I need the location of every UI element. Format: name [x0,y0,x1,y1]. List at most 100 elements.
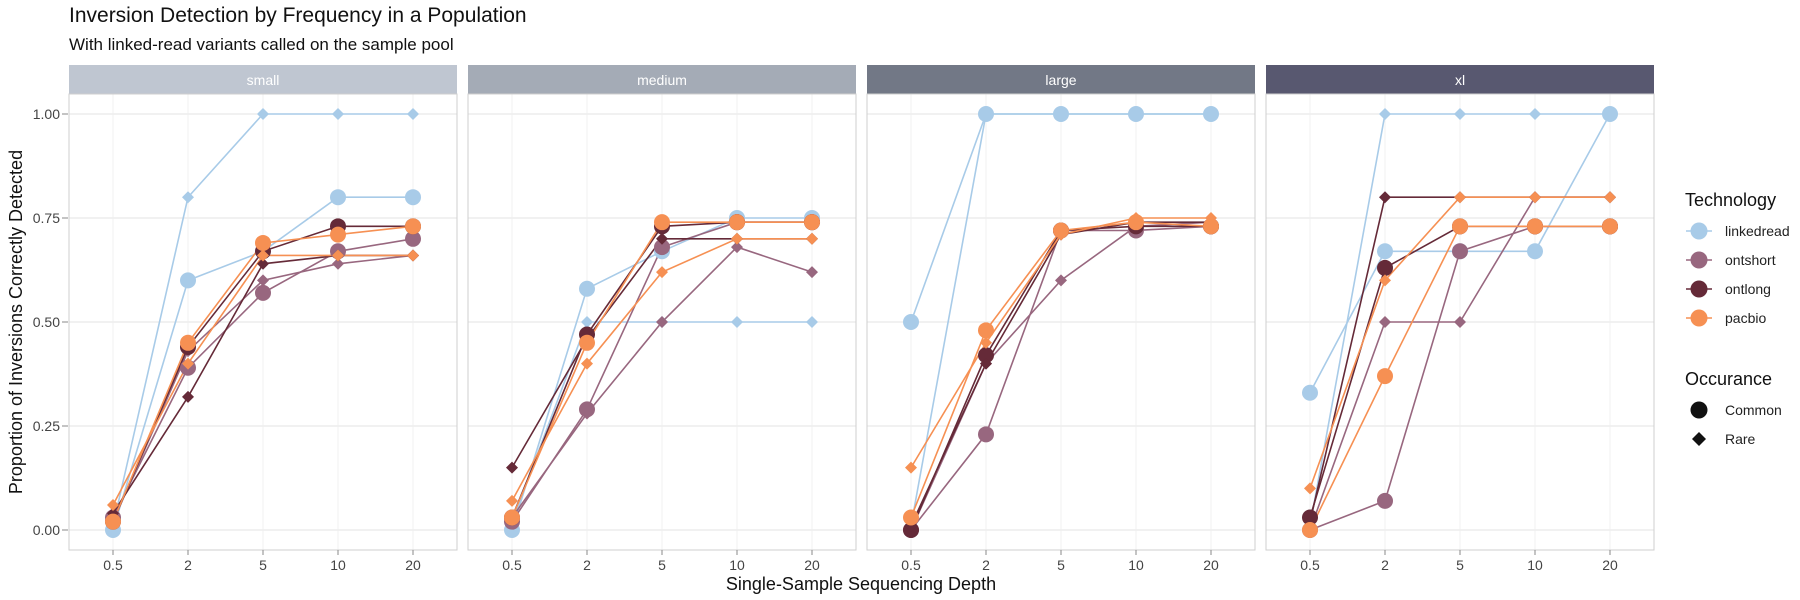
point-linkedread-common [330,189,346,206]
point-pacbio-rare [1379,274,1391,287]
point-pacbio-common [1452,218,1468,235]
point-linkedread-rare [1604,108,1616,120]
point-pacbio-rare [905,461,917,474]
point-linkedread-rare [332,108,344,120]
legend-item-label: Rare [1725,431,1756,447]
point-ontshort-rare [1379,316,1391,328]
facet-panel-xl: xl 0.5 2 5 10 20 [1265,65,1655,573]
point-linkedread-rare [1379,108,1391,120]
point-ontshort-rare [731,241,743,254]
facet-panel-medium: medium 0.5 2 5 10 20 [467,65,857,573]
x-tick-label: 20 [804,557,820,573]
point-pacbio-common [978,322,994,339]
point-linkedread-rare [1529,108,1541,120]
point-pacbio-common [330,226,346,243]
point-pacbio-rare [731,232,743,245]
x-tick-label: 20 [1602,557,1618,573]
x-tick-label: 0.5 [1300,557,1320,573]
point-ontlong-rare [656,232,668,245]
point-ontshort-common [405,230,421,247]
point-ontlong-common [1377,259,1393,276]
point-pacbio-common [180,334,196,351]
point-pacbio-common [1602,218,1618,235]
point-ontlong-rare [182,390,194,403]
point-pacbio-common [405,218,421,235]
point-ontshort-rare [656,316,668,328]
x-tick-label: 2 [184,557,192,573]
point-ontlong-rare [257,257,269,270]
x-tick-label: 20 [405,557,421,573]
chart-title: Inversion Detection by Frequency in a Po… [69,4,527,27]
point-linkedread-common [1377,243,1393,260]
x-tick-label: 5 [1456,557,1464,573]
point-ontshort-common [255,284,271,301]
point-ontlong-rare [980,357,992,370]
point-ontshort-rare [257,274,269,287]
y-axis-label: Proportion of Inversions Correctly Detec… [6,150,26,494]
point-ontlong-rare [1379,191,1391,204]
point-ontlong-common [978,347,994,364]
point-ontshort-rare [806,266,818,279]
x-tick-label: 0.5 [901,557,921,573]
point-linkedread-common [405,189,421,206]
point-pacbio-common [1302,522,1318,538]
legend-item-label: ontlong [1725,281,1771,297]
point-pacbio-common [579,334,595,351]
legend-key-point [1690,280,1708,298]
point-ontshort-rare [1454,316,1466,328]
legend-item-ontlong: ontlong [1686,280,1771,298]
point-pacbio-common [903,509,919,526]
legend-item-ontshort: ontshort [1686,251,1776,269]
point-pacbio-common [255,234,271,251]
point-pacbio-rare [107,499,119,512]
point-pacbio-common [729,214,745,231]
point-linkedread-rare [1130,108,1142,120]
x-tick-label: 10 [729,557,745,573]
chart-subtitle: With linked-read variants called on the … [69,35,454,54]
point-pacbio-rare [1604,191,1616,204]
point-pacbio-common [1527,218,1543,235]
point-ontshort-common [1452,243,1468,260]
point-linkedread-rare [182,191,194,204]
point-ontshort-common [978,426,994,443]
legend-key-circle [1690,401,1708,419]
x-tick-label: 10 [330,557,346,573]
point-pacbio-rare [506,494,518,507]
point-linkedread-rare [1454,108,1466,120]
legend-item-label: linkedread [1725,223,1790,239]
legend-key-point [1690,309,1708,327]
y-axis: 0.00 0.25 0.50 0.75 1.00 [33,106,68,538]
x-tick-label: 0.5 [502,557,522,573]
facet-panel-large: large 0.5 2 5 10 20 [866,65,1256,573]
facet-strip-label: medium [637,72,687,88]
legend-item-rare: Rare [1692,431,1756,447]
facet-strip [1266,65,1654,94]
point-linkedread-rare [1055,108,1067,120]
x-tick-label: 2 [982,557,990,573]
point-linkedread-rare [980,108,992,120]
x-tick-label: 5 [259,557,267,573]
y-tick-label: 0.50 [33,314,60,330]
legend-title-technology: Technology [1685,190,1776,210]
legend-item-label: ontshort [1725,252,1776,268]
point-pacbio-rare [1130,212,1142,224]
legend-item-common: Common [1690,401,1782,419]
point-pacbio-rare [407,249,419,262]
point-pacbio-common [105,513,121,530]
facet-strip-label: xl [1455,72,1465,88]
legend-item-label: pacbio [1725,310,1766,326]
y-tick-label: 0.25 [33,418,60,434]
point-ontshort-rare [581,407,593,420]
point-pacbio-rare [1529,191,1541,204]
point-linkedread-rare [407,108,419,120]
legend-key-diamond [1692,432,1706,446]
point-pacbio-rare [257,249,269,262]
facet-strip-label: small [247,72,280,88]
point-pacbio-rare [980,336,992,349]
point-linkedread-rare [257,108,269,120]
point-linkedread-rare [806,316,818,328]
point-pacbio-common [804,214,820,231]
point-pacbio-rare [1055,228,1067,241]
